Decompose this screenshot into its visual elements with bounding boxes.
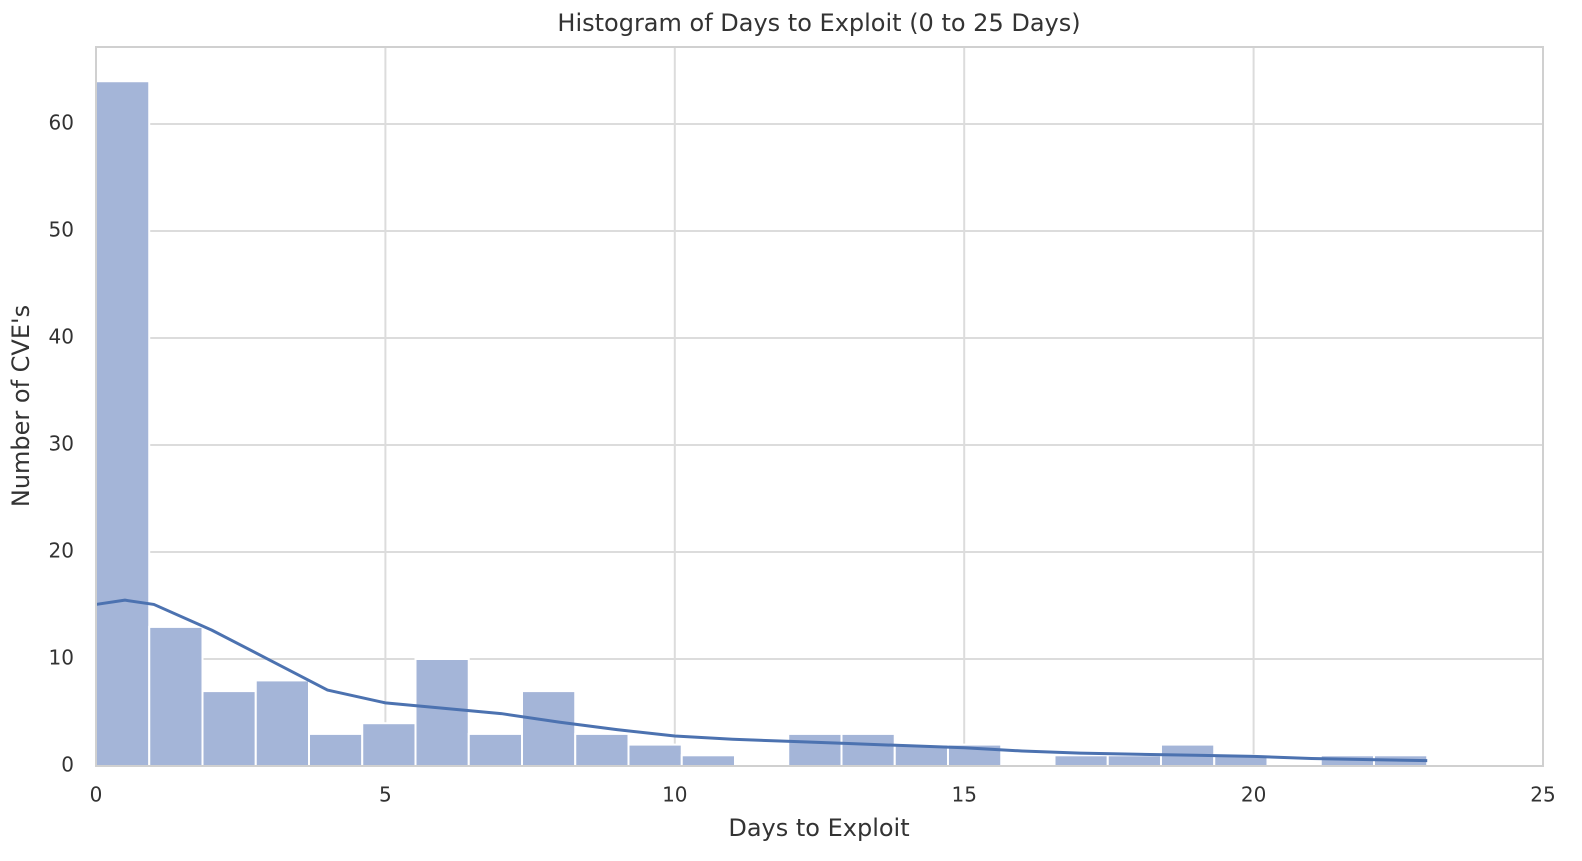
bar — [254, 679, 310, 768]
y-tick-label: 20 — [49, 539, 74, 563]
bar — [627, 743, 683, 768]
y-tick-label: 50 — [49, 218, 74, 242]
kde-line — [95, 598, 1428, 763]
y-tick-label: 30 — [49, 432, 74, 456]
bar — [95, 80, 151, 767]
bar — [520, 690, 577, 768]
bar — [1053, 754, 1109, 768]
x-tick-label: 5 — [379, 783, 392, 807]
chart-title: Histogram of Days to Exploit (0 to 25 Da… — [557, 9, 1080, 37]
bar — [201, 690, 257, 768]
x-tick-label: 10 — [662, 783, 687, 807]
x-axis-label: Days to Exploit — [728, 814, 909, 842]
bar — [414, 658, 470, 768]
y-tick-label: 0 — [61, 753, 74, 777]
bar — [680, 754, 736, 768]
x-tick-label: 15 — [951, 783, 976, 807]
y-tick-label: 10 — [49, 646, 74, 670]
bar — [307, 732, 364, 768]
bar — [574, 732, 630, 768]
y-axis-label: Number of CVE's — [7, 305, 35, 507]
y-tick-label: 40 — [49, 325, 74, 349]
x-tick-label: 20 — [1241, 783, 1266, 807]
x-tick-label: 0 — [90, 783, 103, 807]
bar — [148, 625, 204, 767]
bar — [787, 732, 843, 768]
y-tick-label: 60 — [49, 111, 74, 135]
x-tick-label: 25 — [1530, 783, 1555, 807]
bar — [840, 732, 896, 768]
plot-frame — [95, 46, 1544, 767]
bar — [1106, 754, 1162, 768]
bar — [361, 722, 417, 768]
bar — [467, 732, 523, 768]
